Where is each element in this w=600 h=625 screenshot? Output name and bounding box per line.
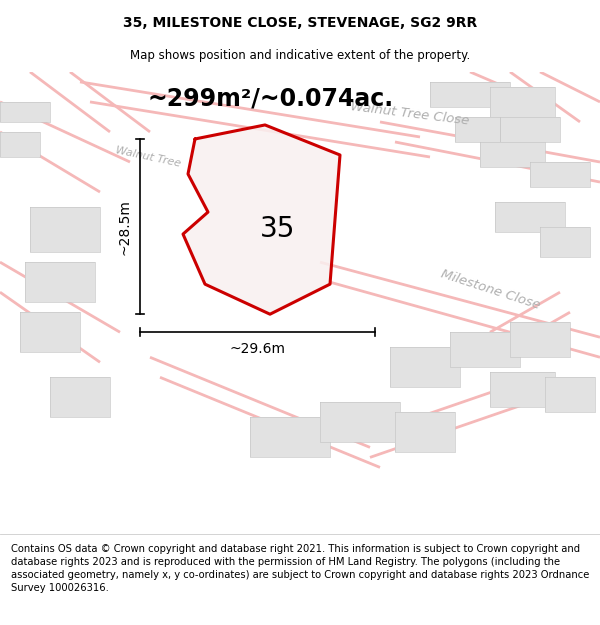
Polygon shape bbox=[540, 227, 590, 257]
Polygon shape bbox=[490, 372, 555, 408]
Text: ~29.6m: ~29.6m bbox=[229, 342, 286, 356]
Polygon shape bbox=[20, 312, 80, 352]
Text: Contains OS data © Crown copyright and database right 2021. This information is : Contains OS data © Crown copyright and d… bbox=[11, 544, 589, 593]
Polygon shape bbox=[395, 412, 455, 452]
Polygon shape bbox=[490, 87, 555, 117]
Polygon shape bbox=[450, 332, 520, 367]
Polygon shape bbox=[0, 102, 50, 122]
Polygon shape bbox=[183, 125, 340, 314]
Text: ~28.5m: ~28.5m bbox=[117, 199, 131, 254]
Polygon shape bbox=[390, 348, 460, 388]
Text: Map shows position and indicative extent of the property.: Map shows position and indicative extent… bbox=[130, 49, 470, 62]
Polygon shape bbox=[480, 142, 545, 167]
Polygon shape bbox=[250, 418, 330, 457]
Polygon shape bbox=[545, 378, 595, 412]
Text: 35, MILESTONE CLOSE, STEVENAGE, SG2 9RR: 35, MILESTONE CLOSE, STEVENAGE, SG2 9RR bbox=[123, 16, 477, 30]
Polygon shape bbox=[500, 117, 560, 142]
Text: Walnut Tree: Walnut Tree bbox=[115, 145, 182, 169]
Text: Walnut Tree Close: Walnut Tree Close bbox=[350, 100, 470, 127]
Text: Milestone Close: Milestone Close bbox=[439, 268, 541, 312]
Polygon shape bbox=[510, 322, 570, 357]
Polygon shape bbox=[530, 162, 590, 187]
Polygon shape bbox=[25, 262, 95, 302]
Polygon shape bbox=[495, 202, 565, 232]
Polygon shape bbox=[30, 207, 100, 252]
Polygon shape bbox=[455, 117, 500, 142]
Polygon shape bbox=[430, 82, 510, 107]
Polygon shape bbox=[0, 132, 40, 157]
Polygon shape bbox=[50, 378, 110, 418]
Text: 35: 35 bbox=[260, 215, 296, 243]
Text: ~299m²/~0.074ac.: ~299m²/~0.074ac. bbox=[148, 87, 394, 111]
Polygon shape bbox=[320, 402, 400, 442]
